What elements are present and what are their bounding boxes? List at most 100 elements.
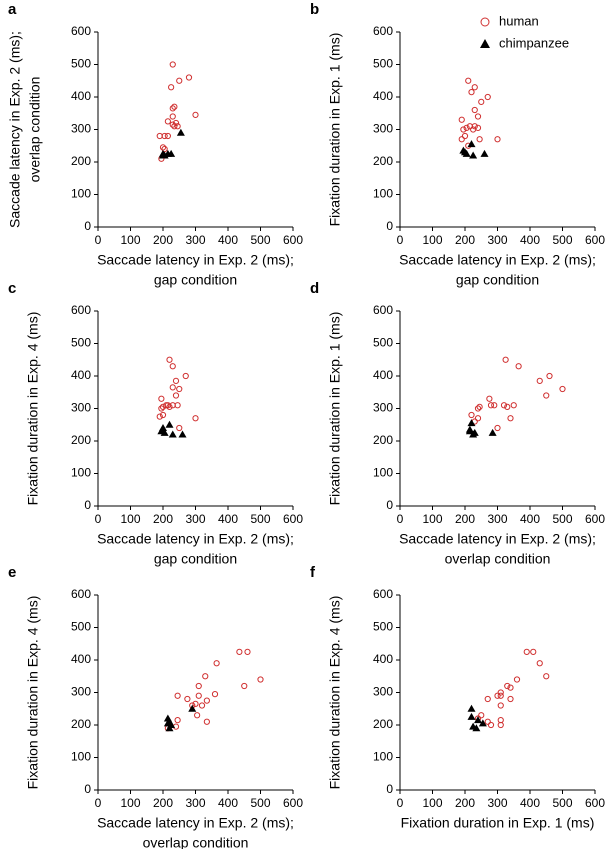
human-point [174, 717, 181, 724]
x-tick-label: 100 [422, 796, 442, 810]
y-axis-label: overlap condition [27, 77, 43, 183]
y-tick-label: 400 [71, 652, 91, 666]
panel-label: a [8, 1, 17, 18]
human-point [497, 721, 504, 729]
human-point [474, 415, 482, 422]
human-point [507, 684, 514, 691]
x-tick-label: 100 [422, 512, 442, 526]
y-tick-label: 400 [71, 368, 91, 382]
x-tick-label: 600 [585, 512, 605, 526]
y-tick-label: 200 [373, 154, 393, 168]
y-tick-label: 300 [71, 685, 91, 699]
chimpanzee-point [165, 724, 174, 732]
human-point [507, 415, 514, 422]
x-tick-label: 300 [185, 233, 205, 247]
human-point [486, 395, 493, 402]
chimpanzee-point [467, 712, 476, 720]
chimpanzee-point [461, 148, 469, 156]
human-point [478, 712, 485, 719]
x-tick-label: 0 [95, 233, 102, 247]
human-point [536, 660, 543, 667]
y-tick-label: 0 [84, 782, 91, 796]
human-point [461, 132, 469, 140]
x-tick-label: 600 [283, 512, 303, 526]
human-point [497, 702, 504, 709]
human-point [476, 403, 483, 410]
x-tick-label: 200 [455, 233, 475, 247]
human-point [211, 691, 219, 698]
chimpanzee-point [159, 151, 167, 159]
human-point [202, 673, 209, 680]
y-tick-label: 600 [373, 303, 393, 317]
human-point [169, 61, 176, 68]
human-point [494, 692, 501, 699]
y-tick-label: 500 [373, 336, 393, 350]
human-point [156, 413, 163, 420]
human-point [182, 372, 189, 380]
human-point [546, 372, 553, 380]
x-axis-label: overlap condition [445, 551, 551, 567]
y-tick-label: 0 [386, 782, 393, 796]
x-tick-label: 200 [455, 796, 475, 810]
human-point [176, 424, 183, 432]
human-point [510, 402, 517, 409]
y-tick-label: 500 [373, 57, 393, 71]
chimpanzee-point [467, 419, 476, 427]
y-tick-label: 200 [71, 433, 91, 447]
y-tick-label: 200 [373, 433, 393, 447]
human-point [241, 682, 248, 690]
panel-label: c [8, 280, 16, 297]
x-tick-label: 0 [95, 796, 102, 810]
x-tick-label: 500 [552, 512, 572, 526]
human-point [169, 105, 176, 112]
human-point [159, 411, 167, 419]
x-axis-label: overlap condition [143, 835, 249, 849]
x-tick-label: 300 [487, 512, 507, 526]
human-point [171, 103, 178, 110]
human-point [515, 363, 522, 370]
y-tick-label: 500 [71, 620, 91, 634]
legend-label: chimpanzee [499, 35, 569, 50]
panel-label: f [310, 564, 316, 581]
panel-label: e [8, 564, 16, 581]
human-point [185, 74, 193, 81]
chimpanzee-point [469, 151, 478, 159]
human-point [513, 676, 521, 683]
human-point [203, 697, 210, 704]
human-point [460, 126, 467, 133]
human-point [474, 113, 482, 120]
x-tick-label: 600 [283, 796, 303, 810]
human-point [474, 405, 482, 412]
x-tick-label: 100 [120, 512, 140, 526]
x-tick-label: 100 [120, 796, 140, 810]
human-point [171, 123, 178, 130]
legend-label: human [499, 13, 539, 28]
y-axis-label: Saccade latency in Exp. 2 (ms); [7, 31, 23, 228]
y-tick-label: 500 [71, 57, 91, 71]
human-point [484, 718, 491, 725]
y-tick-label: 600 [373, 24, 393, 38]
y-axis-label: Fixation duration in Exp. 4 (ms) [25, 596, 41, 790]
human-point [176, 77, 183, 84]
x-tick-label: 600 [585, 233, 605, 247]
x-tick-label: 400 [218, 796, 238, 810]
x-tick-label: 600 [585, 796, 605, 810]
x-tick-label: 200 [455, 512, 475, 526]
human-point [507, 695, 514, 703]
y-tick-label: 400 [373, 89, 393, 103]
human-point [172, 392, 180, 399]
human-point [530, 648, 537, 655]
human-point [484, 93, 491, 101]
human-point [465, 77, 472, 84]
x-axis-label: Saccade latency in Exp. 2 (ms); [97, 252, 294, 268]
x-tick-label: 400 [218, 233, 238, 247]
x-tick-label: 500 [552, 796, 572, 810]
human-point [198, 702, 206, 709]
chimpanzee-point [480, 149, 489, 157]
x-tick-label: 400 [218, 512, 238, 526]
human-point [164, 118, 171, 125]
human-point [257, 676, 264, 683]
human-point [169, 121, 176, 128]
human-point [491, 402, 498, 409]
x-tick-label: 200 [153, 233, 173, 247]
